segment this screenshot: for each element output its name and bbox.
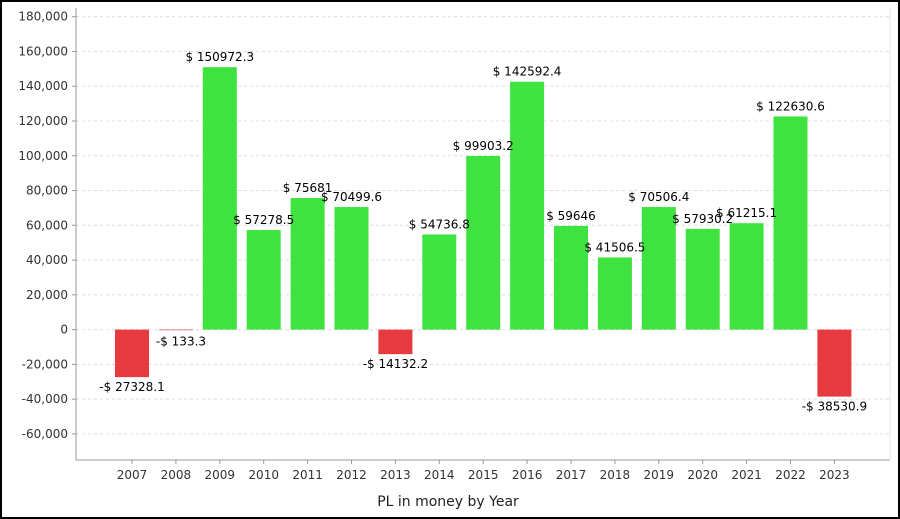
bar-2014 (422, 234, 457, 330)
y-tick-label: 120,000 (18, 114, 68, 128)
data-label: $ 70506.4 (628, 190, 689, 204)
bar-2008 (158, 329, 193, 331)
y-tick-label: 60,000 (26, 218, 68, 232)
data-label: $ 150972.3 (185, 50, 254, 64)
y-tick-label: 20,000 (26, 288, 68, 302)
y-tick-label: 80,000 (26, 184, 68, 198)
x-tick-label: 2018 (600, 468, 631, 482)
y-tick-label: 100,000 (18, 149, 68, 163)
data-label: $ 57278.5 (233, 213, 294, 227)
bar-2020 (685, 228, 720, 330)
bar-2012 (334, 207, 369, 330)
data-label: $ 75681 (283, 181, 333, 195)
data-label: -$ 38530.9 (802, 400, 867, 414)
x-tick-label: 2023 (819, 468, 850, 482)
data-label: $ 57930.2 (672, 212, 733, 226)
bar-2009 (202, 67, 237, 330)
bar-2011 (290, 198, 325, 330)
x-tick-label: 2009 (205, 468, 236, 482)
x-tick-label: 2020 (687, 468, 718, 482)
bar-2021 (729, 223, 764, 330)
bar-2023 (817, 329, 852, 397)
x-tick-label: 2008 (161, 468, 192, 482)
data-label: $ 54736.8 (409, 217, 470, 231)
x-tick-label: 2021 (731, 468, 762, 482)
y-tick-label: 160,000 (18, 44, 68, 58)
y-tick-label: 0 (60, 323, 68, 337)
data-label: $ 122630.6 (756, 99, 825, 113)
bar-2022 (773, 116, 808, 330)
bar-2016 (510, 81, 545, 330)
bar-2019 (641, 207, 676, 330)
data-label: $ 70499.6 (321, 190, 382, 204)
data-label: $ 41506.5 (584, 240, 645, 254)
y-tick-labels: -60,000 -40,000 -20,000 0 20,000 40,000 60,000… (18, 10, 68, 441)
data-label: -$ 133.3 (156, 335, 206, 349)
y-tick-label: 140,000 (18, 79, 68, 93)
data-label: $ 59646 (546, 209, 596, 223)
y-tick-label: 40,000 (26, 253, 68, 267)
x-tick-label: 2022 (775, 468, 806, 482)
x-axis-title: PL in money by Year (377, 494, 519, 510)
bar-2013 (378, 329, 413, 355)
data-label: $ 142592.4 (493, 65, 562, 79)
y-tick-label: -40,000 (22, 392, 68, 406)
x-tick-labels: 2007 2008 2009 2010 2011 2012 2013 2014 2015 2016… (117, 460, 850, 482)
data-label: $ 99903.2 (453, 139, 514, 153)
data-label: -$ 27328.1 (99, 380, 164, 394)
bars (115, 67, 852, 397)
x-tick-label: 2013 (380, 468, 411, 482)
x-tick-label: 2012 (336, 468, 367, 482)
x-tick-label: 2007 (117, 468, 148, 482)
x-tick-label: 2015 (468, 468, 499, 482)
x-tick-label: 2011 (292, 468, 323, 482)
x-tick-label: 2017 (556, 468, 587, 482)
x-tick-label: 2010 (248, 468, 279, 482)
y-tick-label: 180,000 (18, 10, 68, 24)
data-labels: -$ 27328.1 -$ 133.3 $ 150972.3 $ 57278.5 $ 7… (99, 50, 867, 413)
y-tick-label: -60,000 (22, 427, 68, 441)
bar-2017 (554, 225, 588, 330)
bar-2007 (115, 329, 149, 378)
data-label: $ 61215.1 (716, 206, 777, 220)
y-tick-label: -20,000 (22, 357, 68, 371)
bar-2015 (466, 155, 501, 330)
data-label: -$ 14132.2 (363, 357, 428, 371)
x-tick-label: 2016 (512, 468, 543, 482)
bar-2010 (246, 230, 281, 330)
x-tick-label: 2019 (644, 468, 675, 482)
x-tick-label: 2014 (424, 468, 455, 482)
bar-2018 (597, 257, 632, 330)
